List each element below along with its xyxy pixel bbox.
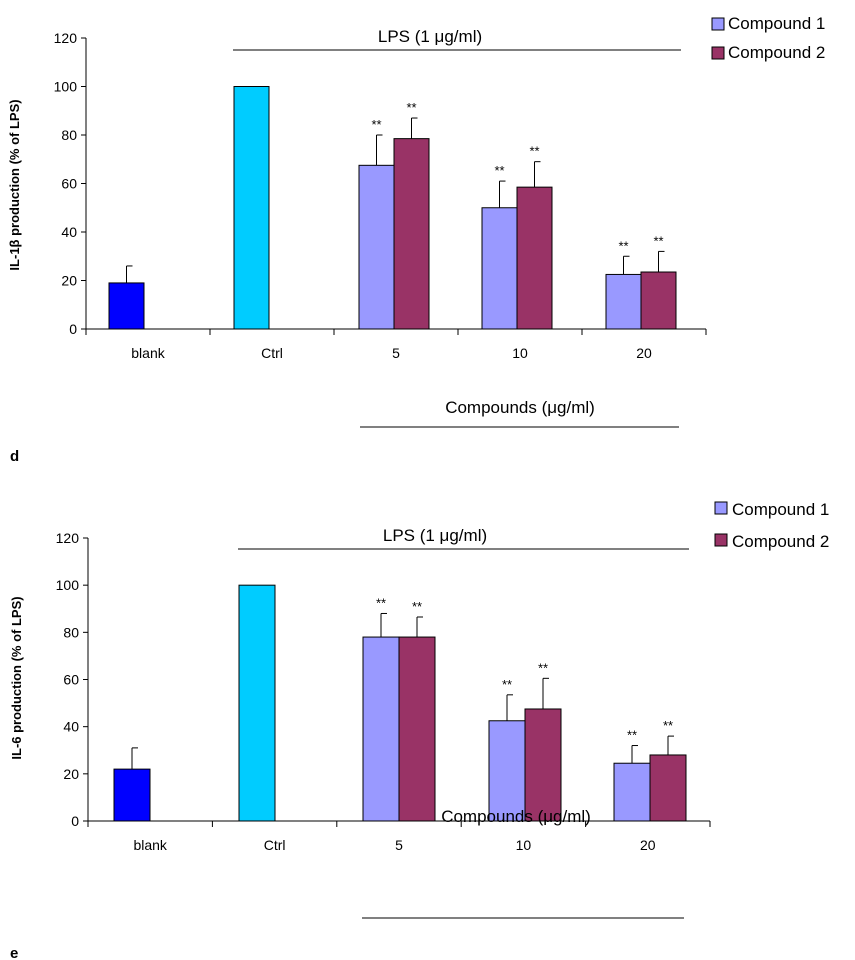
legend-label: Compound 1 bbox=[732, 500, 829, 519]
bar bbox=[649, 754, 687, 822]
y-tick-label: 40 bbox=[61, 224, 77, 240]
significance-marker: ** bbox=[529, 144, 539, 159]
legend-swatch bbox=[714, 533, 728, 547]
bar bbox=[605, 273, 642, 330]
significance-marker: ** bbox=[406, 100, 416, 115]
y-tick-label: 0 bbox=[69, 321, 77, 337]
x-tick-label: blank bbox=[133, 837, 167, 853]
chart-panel-d: 0 20 40 60 80 100 120 blank Ctrl 5 10 20 IL-1β produ… bbox=[7, 14, 825, 465]
lps-bracket-label: LPS (1 μg/ml) bbox=[383, 526, 487, 545]
significance-marker: ** bbox=[502, 677, 512, 692]
legend: Compound 1 Compound 2 bbox=[714, 500, 829, 551]
y-tick-label: 80 bbox=[63, 624, 79, 640]
bar bbox=[108, 282, 145, 330]
bar bbox=[113, 768, 151, 822]
y-axis-label: IL-1β production (% of LPS) bbox=[7, 99, 22, 270]
panel-label: e bbox=[10, 945, 18, 960]
y-axis-label: IL-6 production (% of LPS) bbox=[9, 596, 24, 759]
significance-marker: ** bbox=[538, 660, 548, 675]
legend-label: Compound 1 bbox=[728, 14, 825, 33]
y-tick-label: 20 bbox=[61, 273, 77, 289]
significance-marker: ** bbox=[376, 595, 386, 610]
significance-marker: ** bbox=[663, 718, 673, 733]
y-tick-label: 100 bbox=[56, 577, 80, 593]
significance-marker: ** bbox=[371, 117, 381, 132]
chart-panel-e: 0 20 40 60 80 100 120 blank Ctrl 5 10 20 IL-6 produc… bbox=[9, 500, 829, 960]
legend-label: Compound 2 bbox=[728, 43, 825, 62]
bar bbox=[613, 762, 651, 822]
x-tick-label: Ctrl bbox=[261, 345, 283, 361]
x-tick-label: 20 bbox=[640, 837, 656, 853]
bar bbox=[362, 636, 400, 822]
bar bbox=[524, 708, 562, 822]
x-tick-label: 10 bbox=[516, 837, 532, 853]
bar bbox=[233, 86, 270, 330]
bar bbox=[516, 186, 553, 330]
bar bbox=[398, 636, 436, 822]
significance-marker: ** bbox=[618, 238, 628, 253]
lps-bracket-label: LPS (1 μg/ml) bbox=[378, 27, 482, 46]
x-tick-label: blank bbox=[131, 345, 165, 361]
significance-marker: ** bbox=[494, 163, 504, 178]
y-tick-label: 40 bbox=[63, 719, 79, 735]
bar bbox=[238, 584, 276, 822]
significance-marker: ** bbox=[653, 233, 663, 248]
x-tick-label: 5 bbox=[392, 345, 400, 361]
y-tick-label: 60 bbox=[61, 176, 77, 192]
y-tick-label: 120 bbox=[54, 30, 78, 46]
y-tick-label: 100 bbox=[54, 79, 78, 95]
significance-marker: ** bbox=[412, 599, 422, 614]
x-tick-label: 10 bbox=[512, 345, 528, 361]
panel-label: d bbox=[10, 448, 19, 465]
legend-label: Compound 2 bbox=[732, 532, 829, 551]
x-tick-label: Ctrl bbox=[264, 837, 286, 853]
y-tick-label: 80 bbox=[61, 127, 77, 143]
y-tick-label: 60 bbox=[63, 672, 79, 688]
y-tick-label: 20 bbox=[63, 766, 79, 782]
legend-swatch bbox=[711, 17, 725, 31]
x-tick-label: 5 bbox=[395, 837, 403, 853]
compounds-bracket-label: Compounds (μg/ml) bbox=[441, 807, 591, 826]
legend-swatch bbox=[711, 46, 725, 60]
bar bbox=[393, 138, 430, 330]
compounds-bracket-label: Compounds (μg/ml) bbox=[445, 398, 595, 417]
bar bbox=[358, 164, 395, 330]
bar bbox=[640, 271, 677, 330]
legend-swatch bbox=[714, 501, 728, 515]
y-tick-label: 0 bbox=[71, 813, 79, 829]
bar bbox=[481, 207, 518, 330]
x-tick-label: 20 bbox=[636, 345, 652, 361]
legend: Compound 1 Compound 2 bbox=[711, 14, 825, 62]
y-tick-label: 120 bbox=[56, 530, 80, 546]
bar bbox=[488, 720, 526, 822]
significance-marker: ** bbox=[627, 728, 637, 743]
